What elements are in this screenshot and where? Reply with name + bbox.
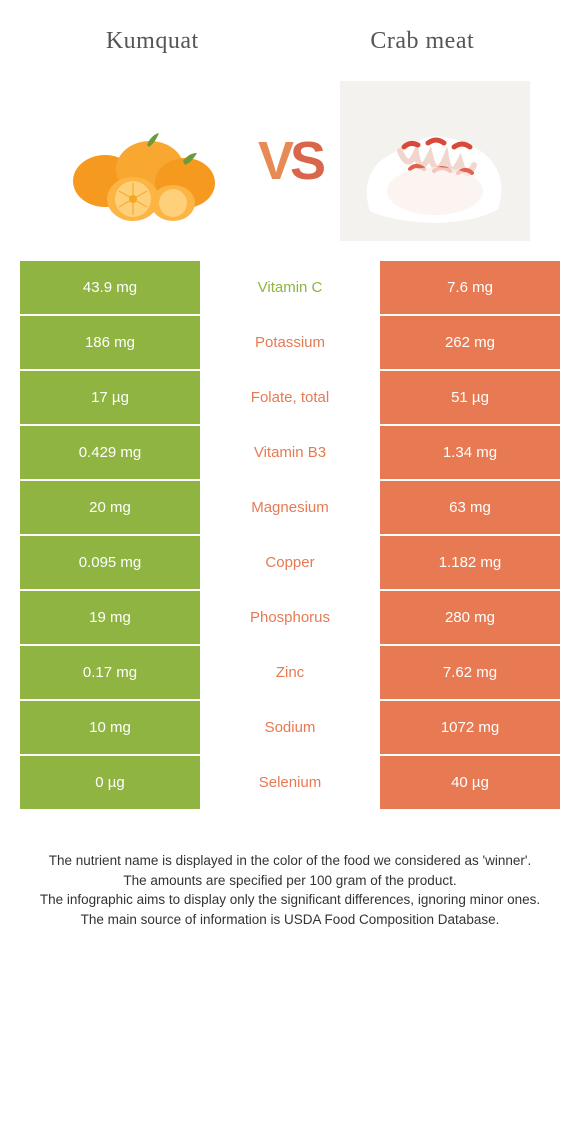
nutrient-name-cell: Potassium — [200, 316, 380, 369]
crab-meat-icon — [340, 81, 530, 241]
left-value-cell: 0.17 mg — [20, 646, 200, 699]
table-row: 186 mgPotassium262 mg — [20, 316, 560, 371]
right-value-cell: 7.62 mg — [380, 646, 560, 699]
footnote-line: The main source of information is USDA F… — [28, 910, 552, 930]
nutrient-name-cell: Vitamin C — [200, 261, 380, 314]
header-row: Kumquat Crab meat — [0, 0, 580, 65]
nutrient-name-cell: Vitamin B3 — [200, 426, 380, 479]
left-value-cell: 43.9 mg — [20, 261, 200, 314]
left-food-title: Kumquat — [106, 28, 199, 55]
table-row: 0.095 mgCopper1.182 mg — [20, 536, 560, 591]
left-value-cell: 0.429 mg — [20, 426, 200, 479]
right-value-cell: 7.6 mg — [380, 261, 560, 314]
left-value-cell: 0 µg — [20, 756, 200, 809]
infographic-container: Kumquat Crab meat VS — [0, 0, 580, 949]
kumquat-icon — [55, 91, 235, 231]
footnote-line: The infographic aims to display only the… — [28, 890, 552, 910]
right-value-cell: 1.182 mg — [380, 536, 560, 589]
right-value-cell: 51 µg — [380, 371, 560, 424]
nutrient-name-cell: Zinc — [200, 646, 380, 699]
left-value-cell: 186 mg — [20, 316, 200, 369]
nutrient-name-cell: Magnesium — [200, 481, 380, 534]
left-value-cell: 10 mg — [20, 701, 200, 754]
left-value-cell: 19 mg — [20, 591, 200, 644]
table-row: 19 mgPhosphorus280 mg — [20, 591, 560, 646]
nutrient-name-cell: Folate, total — [200, 371, 380, 424]
nutrient-name-cell: Selenium — [200, 756, 380, 809]
vs-s: S — [290, 131, 322, 191]
left-value-cell: 0.095 mg — [20, 536, 200, 589]
right-food-title: Crab meat — [370, 28, 474, 55]
table-row: 10 mgSodium1072 mg — [20, 701, 560, 756]
table-row: 0.429 mgVitamin B31.34 mg — [20, 426, 560, 481]
footnote-line: The nutrient name is displayed in the co… — [28, 851, 552, 871]
nutrient-table: 43.9 mgVitamin C7.6 mg186 mgPotassium262… — [20, 261, 560, 811]
right-food-image — [340, 81, 530, 241]
right-value-cell: 40 µg — [380, 756, 560, 809]
left-value-cell: 20 mg — [20, 481, 200, 534]
table-row: 43.9 mgVitamin C7.6 mg — [20, 261, 560, 316]
nutrient-name-cell: Sodium — [200, 701, 380, 754]
left-food-image — [50, 81, 240, 241]
footnote-block: The nutrient name is displayed in the co… — [0, 811, 580, 949]
vs-label: VS — [258, 130, 322, 192]
table-row: 17 µgFolate, total51 µg — [20, 371, 560, 426]
nutrient-name-cell: Phosphorus — [200, 591, 380, 644]
right-value-cell: 1072 mg — [380, 701, 560, 754]
vs-v: V — [258, 131, 290, 191]
table-row: 0 µgSelenium40 µg — [20, 756, 560, 811]
right-value-cell: 262 mg — [380, 316, 560, 369]
footnote-line: The amounts are specified per 100 gram o… — [28, 871, 552, 891]
table-row: 0.17 mgZinc7.62 mg — [20, 646, 560, 701]
left-value-cell: 17 µg — [20, 371, 200, 424]
images-row: VS — [0, 65, 580, 261]
nutrient-name-cell: Copper — [200, 536, 380, 589]
table-row: 20 mgMagnesium63 mg — [20, 481, 560, 536]
right-value-cell: 280 mg — [380, 591, 560, 644]
right-value-cell: 1.34 mg — [380, 426, 560, 479]
right-value-cell: 63 mg — [380, 481, 560, 534]
